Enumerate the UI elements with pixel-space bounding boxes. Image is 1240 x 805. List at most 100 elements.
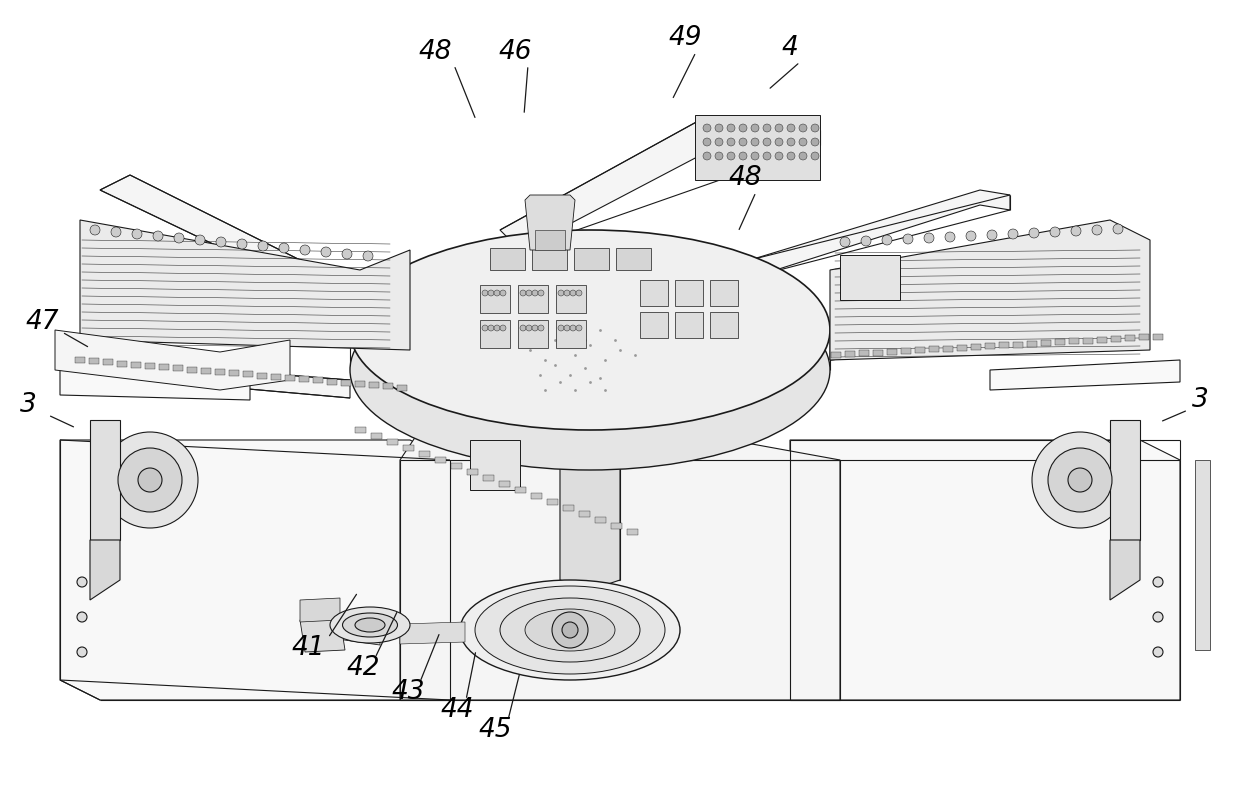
Circle shape <box>715 152 723 160</box>
Bar <box>355 427 366 433</box>
Polygon shape <box>518 320 548 348</box>
Circle shape <box>903 234 913 244</box>
Circle shape <box>811 138 818 146</box>
Bar <box>387 439 398 445</box>
Circle shape <box>1008 229 1018 239</box>
Circle shape <box>494 325 500 331</box>
Bar <box>327 378 337 385</box>
Circle shape <box>703 138 711 146</box>
Circle shape <box>500 325 506 331</box>
Bar <box>419 451 430 457</box>
Bar <box>844 351 856 357</box>
Circle shape <box>987 230 997 240</box>
Circle shape <box>727 124 735 132</box>
Circle shape <box>77 647 87 657</box>
Circle shape <box>174 233 184 243</box>
Bar <box>1069 338 1079 345</box>
Circle shape <box>532 325 538 331</box>
Bar <box>831 352 841 358</box>
Bar <box>145 363 155 369</box>
Circle shape <box>552 612 588 648</box>
Bar <box>131 361 141 368</box>
Bar <box>299 376 309 382</box>
Circle shape <box>1153 612 1163 622</box>
Polygon shape <box>830 310 1120 360</box>
Circle shape <box>715 124 723 132</box>
Bar <box>484 475 494 481</box>
Circle shape <box>91 225 100 235</box>
Bar <box>89 358 99 364</box>
Bar <box>1111 336 1121 342</box>
Bar <box>159 364 169 370</box>
Bar <box>435 457 446 463</box>
Ellipse shape <box>342 613 398 637</box>
Polygon shape <box>556 285 587 313</box>
Bar <box>1027 341 1037 347</box>
Polygon shape <box>556 320 587 348</box>
Text: 44: 44 <box>440 697 474 723</box>
Text: 43: 43 <box>392 679 425 705</box>
Circle shape <box>775 124 782 132</box>
Circle shape <box>1092 225 1102 235</box>
Ellipse shape <box>525 609 615 651</box>
Ellipse shape <box>475 586 665 674</box>
Circle shape <box>153 231 162 241</box>
Circle shape <box>763 138 771 146</box>
Circle shape <box>1029 228 1039 238</box>
Circle shape <box>799 152 807 160</box>
Bar <box>243 371 253 378</box>
Polygon shape <box>480 285 510 313</box>
Bar <box>942 345 954 352</box>
Polygon shape <box>60 440 450 700</box>
Bar <box>403 445 414 451</box>
Circle shape <box>703 124 711 132</box>
Circle shape <box>1048 448 1112 512</box>
Bar <box>971 344 981 350</box>
Circle shape <box>482 325 489 331</box>
Circle shape <box>564 325 570 331</box>
Bar <box>929 346 939 353</box>
Circle shape <box>739 124 746 132</box>
Bar <box>1153 333 1163 340</box>
Circle shape <box>342 249 352 259</box>
Bar <box>187 366 197 373</box>
Bar <box>1042 340 1052 346</box>
Bar <box>859 350 869 357</box>
Circle shape <box>775 152 782 160</box>
Circle shape <box>811 124 818 132</box>
Bar <box>563 505 574 511</box>
Ellipse shape <box>330 607 410 643</box>
Circle shape <box>577 290 582 296</box>
Circle shape <box>739 138 746 146</box>
Polygon shape <box>300 598 340 622</box>
Ellipse shape <box>355 618 384 632</box>
Bar <box>229 370 239 376</box>
Circle shape <box>237 239 247 249</box>
Circle shape <box>839 237 849 247</box>
Circle shape <box>751 152 759 160</box>
Bar <box>1125 335 1135 341</box>
Polygon shape <box>839 255 900 300</box>
Circle shape <box>1068 468 1092 492</box>
Bar <box>915 347 925 353</box>
Circle shape <box>195 235 205 245</box>
Polygon shape <box>830 220 1149 360</box>
Circle shape <box>558 290 564 296</box>
Polygon shape <box>518 285 548 313</box>
Circle shape <box>1153 577 1163 587</box>
Circle shape <box>739 152 746 160</box>
Circle shape <box>727 138 735 146</box>
Circle shape <box>363 251 373 261</box>
Bar <box>873 349 883 356</box>
Circle shape <box>799 138 807 146</box>
Ellipse shape <box>460 580 680 680</box>
Polygon shape <box>330 612 379 645</box>
Polygon shape <box>640 280 668 306</box>
Polygon shape <box>490 248 525 270</box>
Circle shape <box>77 612 87 622</box>
Bar <box>999 342 1009 349</box>
Circle shape <box>775 138 782 146</box>
Text: 45: 45 <box>479 717 512 743</box>
Text: 3: 3 <box>1192 387 1208 413</box>
Polygon shape <box>91 360 350 398</box>
